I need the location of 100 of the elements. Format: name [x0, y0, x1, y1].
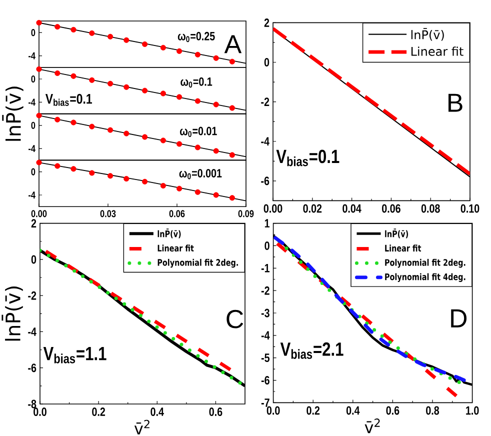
point	[107, 34, 114, 40]
x-tick-label: 0.06	[382, 204, 400, 213]
point	[194, 98, 200, 104]
y-tick-label: -4	[261, 137, 270, 146]
point	[36, 160, 42, 166]
point	[176, 186, 182, 192]
point	[54, 163, 60, 169]
point	[89, 30, 95, 36]
y-tick-label: 2	[31, 219, 36, 228]
point	[70, 120, 76, 126]
point	[160, 90, 166, 96]
point	[36, 20, 42, 26]
point	[229, 58, 235, 64]
y-tick-label: -4	[261, 331, 270, 340]
x-tick-label: 0.0	[266, 406, 280, 415]
annotation: ω$_{0}$=0.1	[180, 77, 212, 88]
legend-label: Polynomial fit 4deg.	[385, 273, 466, 282]
point	[70, 26, 76, 32]
x-tick-label: 0.2	[92, 408, 106, 416]
point	[142, 178, 148, 184]
point	[89, 124, 95, 130]
x-tick-label: 0.00	[264, 204, 282, 213]
x-axis-title: v̄$^{2}$	[364, 418, 380, 434]
annotation: ω$_{0}$=0.01	[180, 126, 217, 138]
annotation: V$_{bias}$=1.1	[43, 347, 106, 364]
y-tick-label: 0	[31, 168, 36, 176]
point	[194, 189, 200, 195]
annotation: B	[448, 94, 462, 112]
x-tick-label: 0.02	[303, 204, 322, 213]
point	[107, 173, 114, 179]
legend-label: Linear fit	[411, 46, 464, 56]
annotation: V$_{bias}$=2.1	[280, 342, 344, 359]
point	[213, 102, 219, 108]
y-tick-label: -6	[28, 364, 36, 372]
x-tick-label: 0.03	[100, 210, 116, 218]
point	[176, 141, 182, 147]
x-tick-label: 0.6	[209, 408, 222, 416]
annotation: V$_{bias}$=0.1	[276, 150, 340, 166]
point	[160, 182, 166, 189]
point	[124, 84, 130, 90]
point	[160, 138, 166, 144]
point	[229, 105, 235, 111]
y-tick-label: -3	[261, 308, 270, 318]
x-tick-label: 0.06	[169, 210, 185, 218]
y-tick-label: -4	[28, 52, 36, 60]
point	[107, 127, 114, 133]
point	[107, 80, 114, 86]
y-axis-title: lnP̄(v̄)	[2, 86, 24, 141]
y-axis-title: lnP̄(v̄)	[2, 286, 23, 341]
y-tick-label: -8	[28, 400, 36, 408]
point	[229, 195, 235, 201]
point	[142, 134, 148, 140]
y-tick-label: -4	[28, 98, 36, 106]
x-tick-label: 0.10	[460, 204, 480, 213]
annotation: D	[451, 309, 467, 328]
annotation: V$_{bias}$=0.1	[45, 94, 92, 106]
point	[213, 55, 219, 61]
annotation: A	[224, 35, 242, 54]
y-tick-label: -4	[28, 328, 36, 336]
annotation: C	[226, 310, 244, 328]
y-tick-label: -2	[261, 286, 270, 295]
point	[176, 94, 182, 100]
y-tick-label: -2	[261, 98, 270, 106]
y-tick-label: -6	[261, 376, 270, 385]
point	[70, 166, 76, 172]
x-tick-label: 0.09	[238, 210, 254, 218]
point	[142, 41, 148, 47]
y-tick-label: -4	[28, 192, 36, 198]
y-tick-label: 0	[264, 58, 270, 67]
y-tick-label: -2	[28, 291, 36, 300]
x-tick-label: 0.04	[342, 204, 362, 213]
point	[229, 152, 235, 158]
legend-label: Linear fit	[158, 244, 194, 252]
point	[194, 52, 200, 58]
legend-label: lnP̄(v̄)	[411, 28, 444, 41]
point	[70, 73, 76, 79]
y-tick-label: -5	[261, 354, 270, 362]
point	[36, 66, 42, 72]
x-tick-label: 1.0	[466, 406, 479, 415]
annotation: ω$_{0}$=0.25	[178, 32, 215, 42]
legend-label: Polynomial fit 2deg.	[158, 258, 238, 268]
y-tick-label: 1	[264, 219, 270, 228]
x-tick-label: 0.00	[31, 210, 47, 218]
y-tick-label: -1	[261, 264, 270, 272]
annotation: ω$_{0}$=0.001	[179, 168, 222, 180]
x-tick-label: 0.08	[421, 204, 440, 213]
point	[142, 88, 148, 94]
x-axis-title: v̄$^{2}$	[134, 420, 150, 434]
y-tick-label: -7	[261, 398, 270, 407]
y-tick-label: -4	[28, 145, 36, 152]
y-tick-label: 0	[31, 75, 36, 83]
legend-label: Linear fit	[385, 244, 422, 252]
y-tick-label: -6	[261, 176, 270, 186]
y-tick-label: 2	[264, 18, 270, 27]
x-tick-label: 0.6	[386, 406, 400, 415]
x-tick-label: 0.8	[426, 406, 440, 415]
point	[194, 144, 200, 150]
x-tick-label: 0.0	[34, 408, 46, 416]
point	[176, 48, 182, 54]
point	[124, 130, 130, 136]
